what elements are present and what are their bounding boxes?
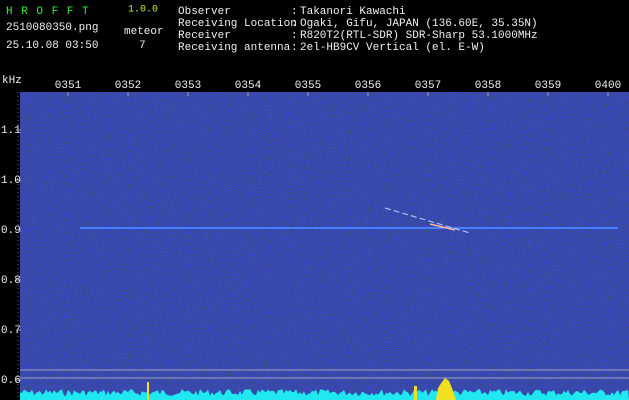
meteor-echo [436,378,456,400]
noise-floor [20,389,629,400]
signal-level [20,378,629,400]
info-value: R820T2(RTL-SDR) SDR-Sharp 53.1000MHz [300,30,538,42]
info-value: 2el-HB9CV Vertical (el. E-W) [300,42,485,54]
info-label: Receiving antenna [178,42,291,54]
info-value: Ogaki, Gifu, JAPAN (136.60E, 35.35N) [300,18,538,30]
x-tick-label: 0356 [355,80,381,92]
noise [20,92,629,400]
x-tick-label: 0351 [55,80,82,92]
meteor-label: meteor [124,26,164,38]
datetime: 25.10.08 03:50 [6,40,98,52]
echo-spike [414,386,417,400]
x-tick-label: 0353 [175,80,201,92]
info-value: Takanori Kawachi [300,6,406,18]
info-colon: : [291,18,298,30]
info-colon: : [291,42,298,54]
y-tick-label: 0.6 [1,375,21,387]
echo-spike [147,382,149,400]
info-colon: : [291,6,298,18]
x-tick-label: 0354 [235,80,262,92]
x-tick-label: 0358 [475,80,501,92]
y-axis-label: kHz [2,75,22,87]
info-label: Observer [178,6,231,18]
info-label: Receiving Location [178,18,297,30]
filename: 2510080350.png [6,22,98,34]
x-tick-label: 0400 [595,80,621,92]
x-tick-label: 0357 [415,80,441,92]
meteor-count: 7 [139,40,146,52]
meteor-head [429,223,456,231]
meteor-trail [384,207,471,234]
y-tick-label: 0.8 [1,275,21,287]
version: 1.0.0 [128,5,158,16]
app-name: H R O F F T [6,6,90,18]
info-colon: : [291,30,298,42]
x-tick-label: 0352 [115,80,141,92]
y-tick-label: 0.9 [1,225,21,237]
info-label: Receiver [178,30,231,42]
x-tick-label: 0355 [295,80,321,92]
y-tick-label: 0.7 [1,325,21,337]
y-tick-label: 1.1 [1,125,21,137]
y-tick-label: 1.0 [1,175,21,187]
x-tick-label: 0359 [535,80,561,92]
